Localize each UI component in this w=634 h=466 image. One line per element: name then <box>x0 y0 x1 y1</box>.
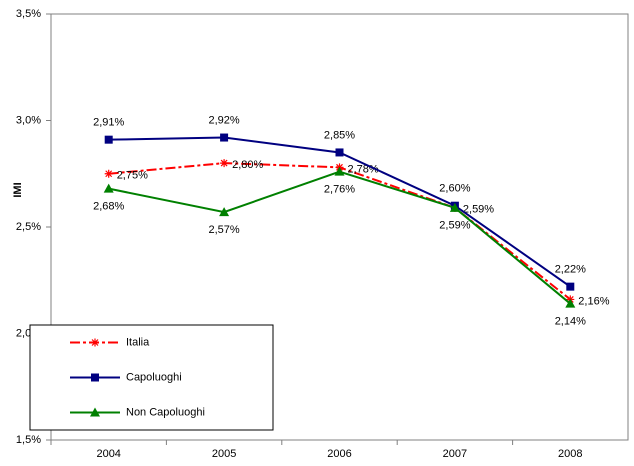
marker <box>219 207 230 217</box>
data-label: 2,80% <box>232 159 263 171</box>
marker <box>103 183 114 193</box>
marker <box>565 298 576 308</box>
x-tick-label: 2008 <box>558 448 582 460</box>
marker <box>104 135 113 144</box>
data-label: 2,16% <box>578 295 609 307</box>
y-axis-label: IMI <box>12 182 24 197</box>
data-label: 2,59% <box>463 204 494 216</box>
marker <box>90 407 100 417</box>
y-tick-label: 3,5% <box>16 8 41 20</box>
data-label: 2,22% <box>555 264 586 276</box>
data-label: 2,68% <box>93 201 124 213</box>
marker <box>91 373 99 382</box>
legend-label: Capoluoghi <box>126 371 182 383</box>
marker <box>334 166 345 176</box>
legend-label: Italia <box>126 336 150 348</box>
marker <box>335 148 344 157</box>
data-label: 2,92% <box>208 114 239 126</box>
x-tick-label: 2007 <box>443 448 467 460</box>
series-line <box>108 136 571 288</box>
y-tick-label: 2,5% <box>16 221 41 233</box>
data-label: 2,59% <box>439 220 470 232</box>
x-tick-label: 2004 <box>96 448 120 460</box>
data-label: 2,14% <box>555 316 586 328</box>
marker <box>91 338 99 347</box>
x-tick-label: 2005 <box>212 448 236 460</box>
legend-label: Non Capoluoghi <box>126 406 205 418</box>
data-label: 2,75% <box>117 170 148 182</box>
y-tick-label: 3,0% <box>16 114 41 126</box>
marker <box>566 282 575 291</box>
data-label: 2,76% <box>324 184 355 196</box>
marker <box>449 202 460 212</box>
y-tick-label: 1,5% <box>16 434 41 446</box>
x-tick-label: 2006 <box>327 448 351 460</box>
marker <box>220 133 229 142</box>
data-label: 2,85% <box>324 129 355 141</box>
data-label: 2,91% <box>93 117 124 129</box>
marker <box>104 169 113 178</box>
data-label: 2,57% <box>208 224 239 236</box>
marker <box>220 159 229 168</box>
data-label: 2,60% <box>439 183 470 195</box>
